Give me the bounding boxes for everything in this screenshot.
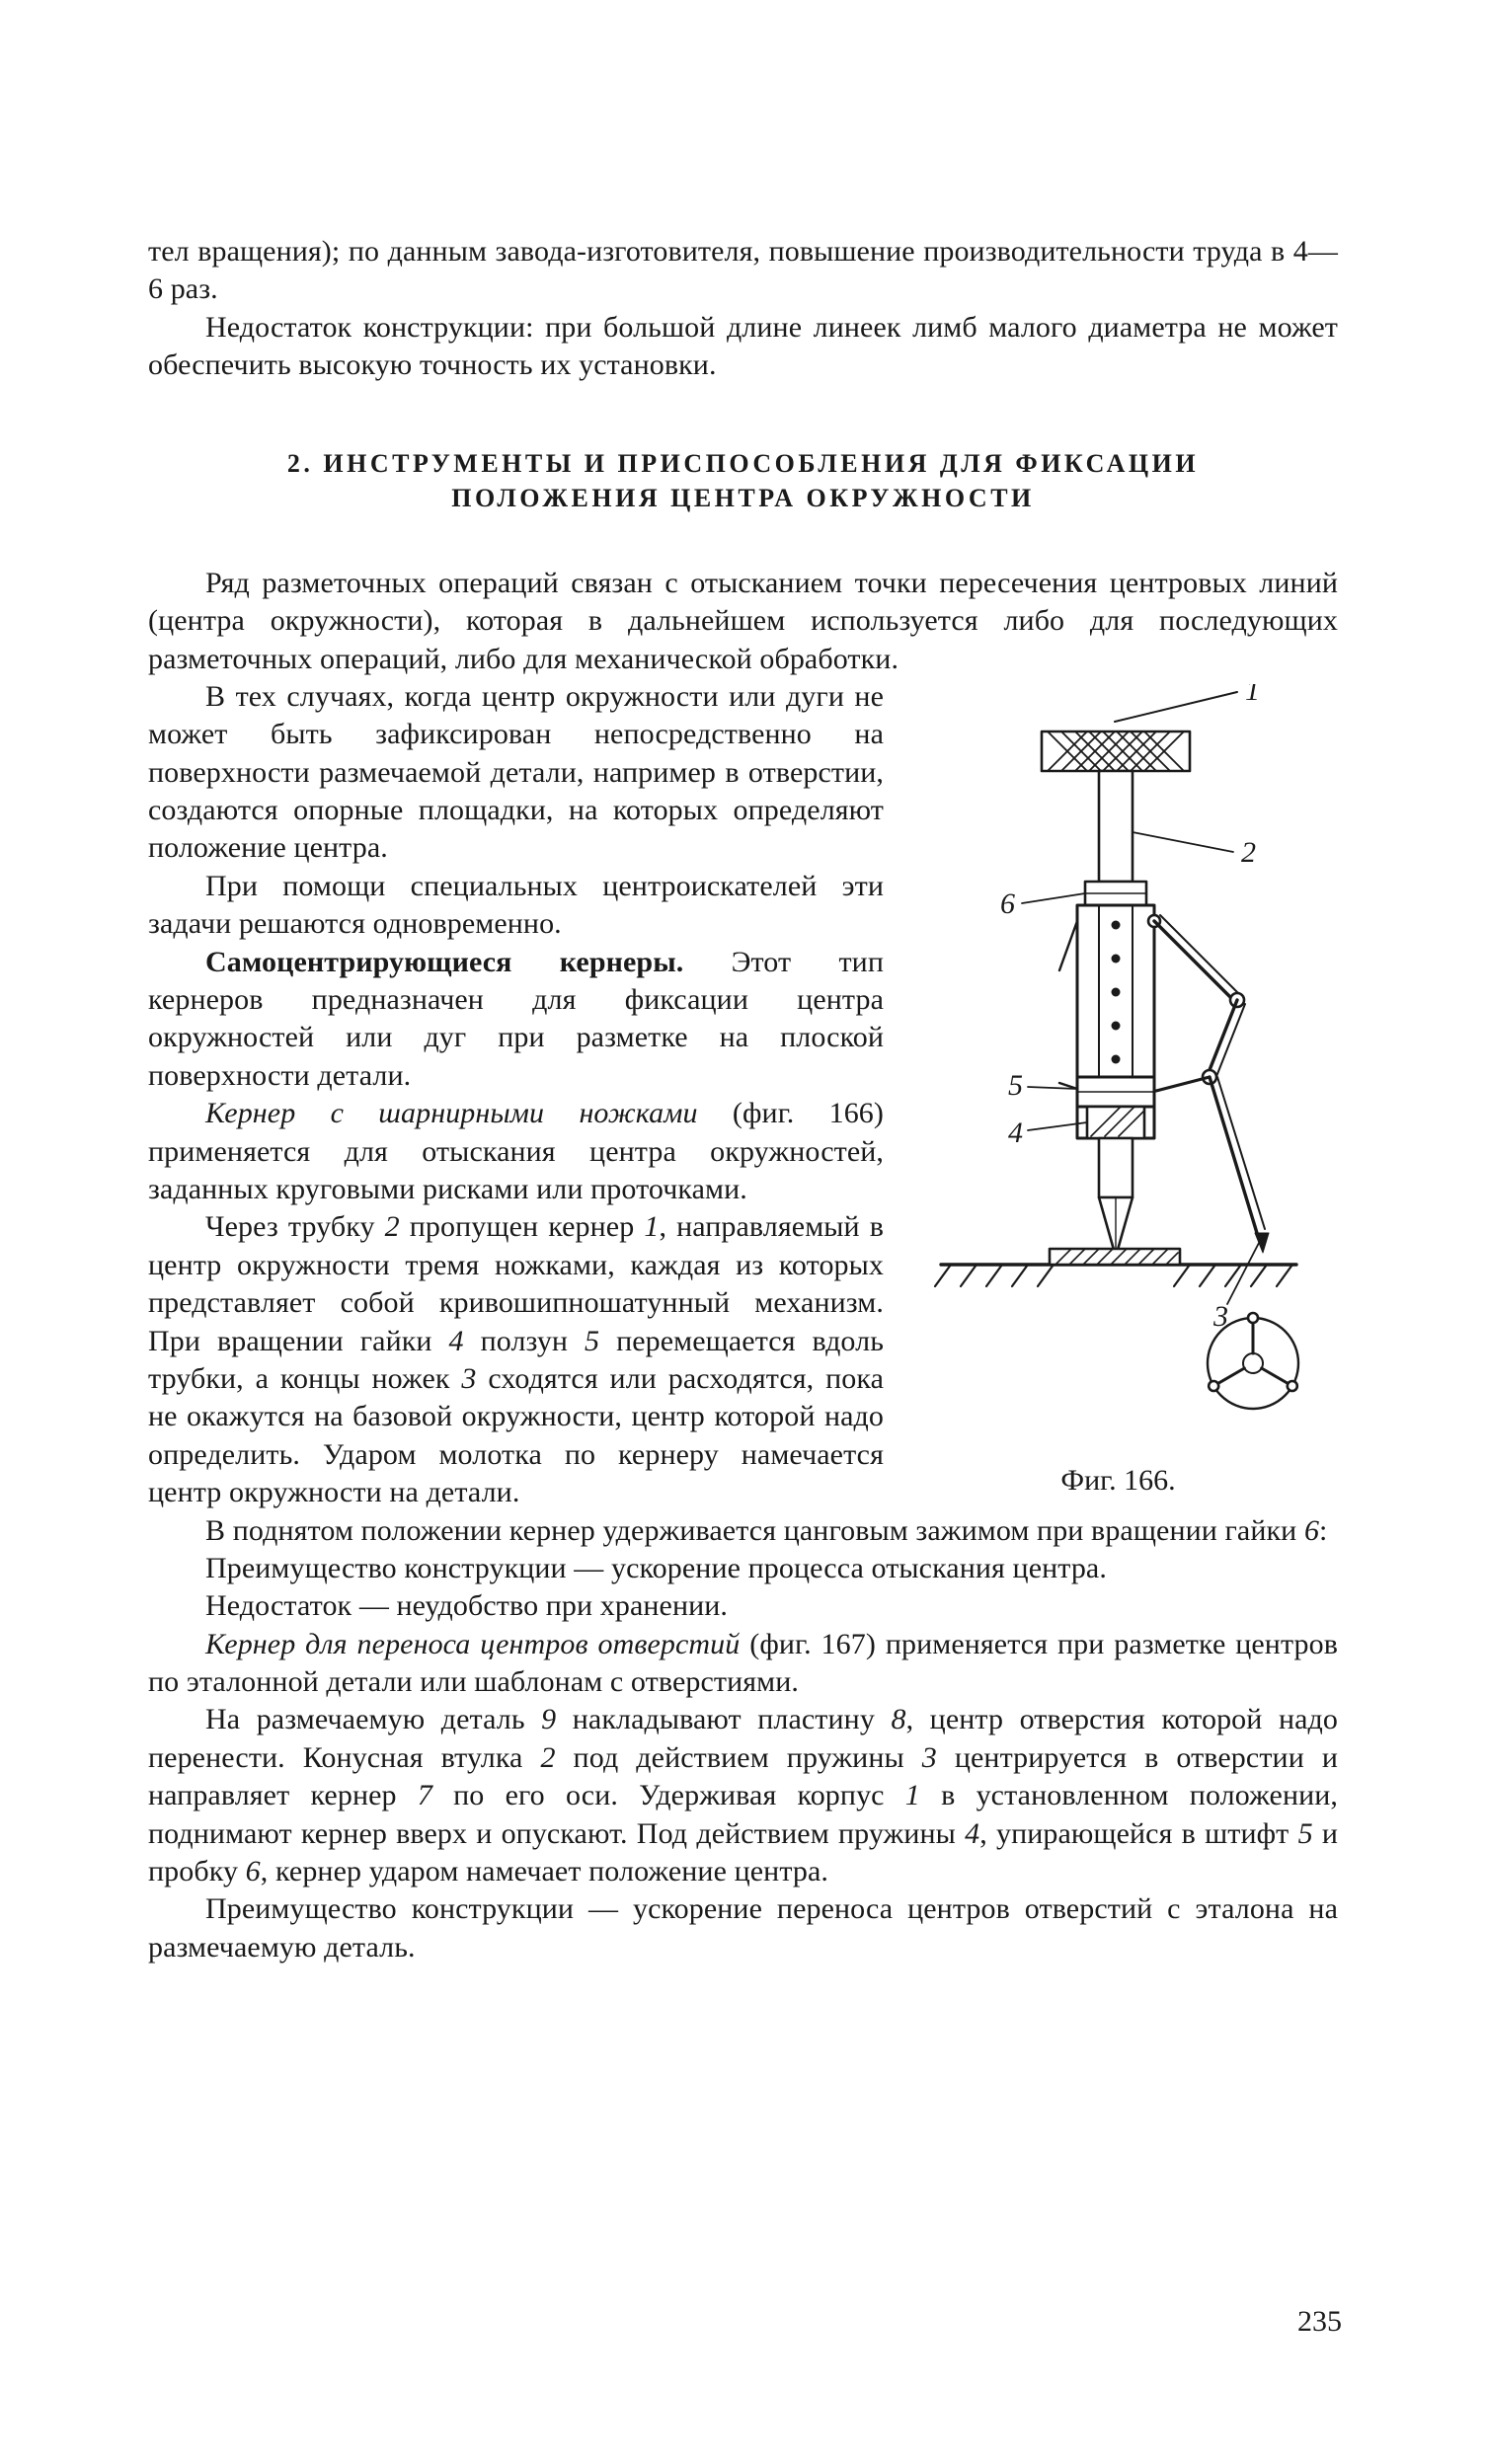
body-paragraph-3: При помощи специальных центро­искателей …: [148, 868, 884, 944]
p6-a: Через трубку: [205, 1210, 385, 1243]
fig-label-2: 2: [1241, 836, 1256, 869]
p11-h: , упирающейся в штифт: [979, 1817, 1297, 1850]
p11-n7: 7: [418, 1779, 432, 1811]
body-paragraph-11: На размечаемую деталь 9 накладывают плас…: [148, 1701, 1338, 1890]
body-paragraph-9: Недостаток — неудобство при хранении.: [148, 1587, 1338, 1625]
subhead-transfer-kerner: Кернер для переноса центров отверстий: [205, 1628, 740, 1660]
page: тел вращения); по данным завода-изготови…: [0, 0, 1485, 2464]
p11-n1: 1: [905, 1779, 920, 1811]
p11-b: накладывают пластину: [556, 1703, 891, 1735]
intro-paragraph-1: тел вращения); по данным завода-изготови…: [148, 233, 1338, 309]
figure-caption: Фиг. 166.: [899, 1462, 1338, 1500]
p11-d: под действием пружины: [556, 1741, 922, 1774]
fig-label-3: 3: [1212, 1300, 1228, 1333]
p6-d: ползун: [464, 1325, 585, 1357]
fig-label-6: 6: [1000, 887, 1015, 920]
heading-line-2: ПОЛОЖЕНИЯ ЦЕНТРА ОКРУЖНОСТИ: [148, 481, 1338, 515]
body-paragraph-1: Ряд разметочных операций связан с отыска…: [148, 565, 1338, 678]
p11-n6: 6: [246, 1855, 261, 1887]
p11-j: , кернер ударом намечает положение центр…: [261, 1855, 828, 1887]
p6-n2: 2: [385, 1210, 400, 1243]
p11-f: по его оси. Удерживая корпус: [432, 1779, 905, 1811]
subhead-self-centering: Самоцентрирующиеся кернеры.: [205, 946, 683, 978]
p11-n4: 4: [965, 1817, 979, 1850]
p6-b: пропущен кернер: [400, 1210, 645, 1243]
page-number: 235: [1297, 2303, 1342, 2341]
body-paragraph-7: В поднятом положении кернер удерживается…: [148, 1512, 1338, 1550]
body-paragraph-6: Через трубку 2 пропущен кернер 1, направ…: [148, 1208, 884, 1511]
fig-label-1: 1: [1245, 684, 1260, 707]
body-paragraph-2: В тех случаях, когда центр окруж­ности и…: [148, 678, 884, 868]
body-paragraph-5: Кернер с шарнирными ножками (фиг. 166) п…: [148, 1095, 884, 1208]
p7-n6: 6: [1304, 1514, 1319, 1547]
figure-166-svg: 1 2 6 5 4 3: [901, 684, 1336, 1444]
figure-166: 1 2 6 5 4 3 Фиг. 166.: [899, 684, 1338, 1500]
section-heading: 2. ИНСТРУМЕНТЫ И ПРИСПОСОБЛЕНИЯ ДЛЯ ФИКС…: [148, 446, 1338, 515]
p11-n2: 2: [540, 1741, 555, 1774]
p7-a: В поднятом положении кернер удерживается…: [205, 1514, 1304, 1547]
p7-b: :: [1319, 1514, 1327, 1547]
body-paragraph-12: Преимущество конструкции — ускорение пер…: [148, 1890, 1338, 1966]
fig-label-4: 4: [1008, 1116, 1023, 1149]
p6-n5: 5: [585, 1325, 599, 1357]
intro-paragraph-2: Недостаток конструкции: при большой длин…: [148, 309, 1338, 385]
body-paragraph-10: Кернер для переноса центров отверстий (ф…: [148, 1626, 1338, 1702]
heading-line-1: 2. ИНСТРУМЕНТЫ И ПРИСПОСОБЛЕНИЯ ДЛЯ ФИКС…: [148, 446, 1338, 481]
p11-a: На размечаемую деталь: [205, 1703, 541, 1735]
body-paragraph-8: Преимущество конструкции — ускорение про…: [148, 1550, 1338, 1587]
content-area: тел вращения); по данным завода-изготови…: [148, 233, 1338, 1966]
body-paragraph-4: Самоцентрирующиеся кернеры. Этот тип кер…: [148, 944, 884, 1096]
p6-n1: 1: [644, 1210, 659, 1243]
p6-n3: 3: [461, 1362, 476, 1395]
p11-n3: 3: [922, 1741, 937, 1774]
subhead-hinged-legs: Кернер с шарнирными ножками: [205, 1097, 698, 1129]
p6-n4: 4: [449, 1325, 464, 1357]
p11-n9: 9: [541, 1703, 556, 1735]
p11-n8: 8: [891, 1703, 905, 1735]
p11-n5: 5: [1298, 1817, 1313, 1850]
fig-label-5: 5: [1008, 1069, 1023, 1102]
